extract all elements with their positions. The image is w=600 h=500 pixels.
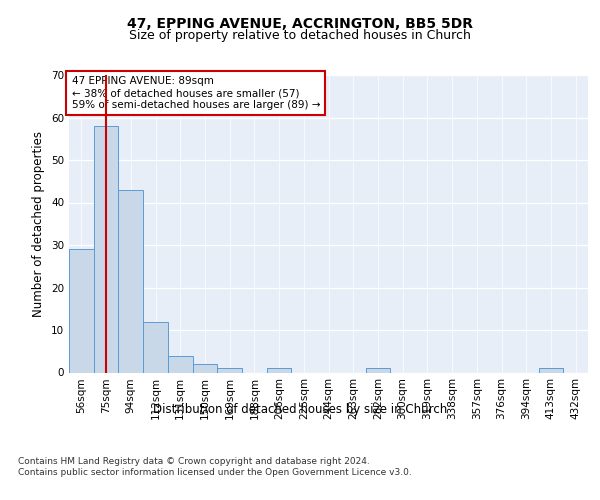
Text: Contains HM Land Registry data © Crown copyright and database right 2024.
Contai: Contains HM Land Registry data © Crown c… — [18, 458, 412, 477]
Bar — [143, 322, 168, 372]
Text: Distribution of detached houses by size in Church: Distribution of detached houses by size … — [153, 402, 447, 415]
Bar — [193, 364, 217, 372]
Bar — [69, 249, 94, 372]
Bar — [365, 368, 390, 372]
Bar — [267, 368, 292, 372]
Text: Size of property relative to detached houses in Church: Size of property relative to detached ho… — [129, 29, 471, 42]
Text: 47 EPPING AVENUE: 89sqm
← 38% of detached houses are smaller (57)
59% of semi-de: 47 EPPING AVENUE: 89sqm ← 38% of detache… — [71, 76, 320, 110]
Bar — [118, 190, 143, 372]
Bar — [539, 368, 563, 372]
Bar — [94, 126, 118, 372]
Y-axis label: Number of detached properties: Number of detached properties — [32, 130, 46, 317]
Text: 47, EPPING AVENUE, ACCRINGTON, BB5 5DR: 47, EPPING AVENUE, ACCRINGTON, BB5 5DR — [127, 18, 473, 32]
Bar — [217, 368, 242, 372]
Bar — [168, 356, 193, 372]
